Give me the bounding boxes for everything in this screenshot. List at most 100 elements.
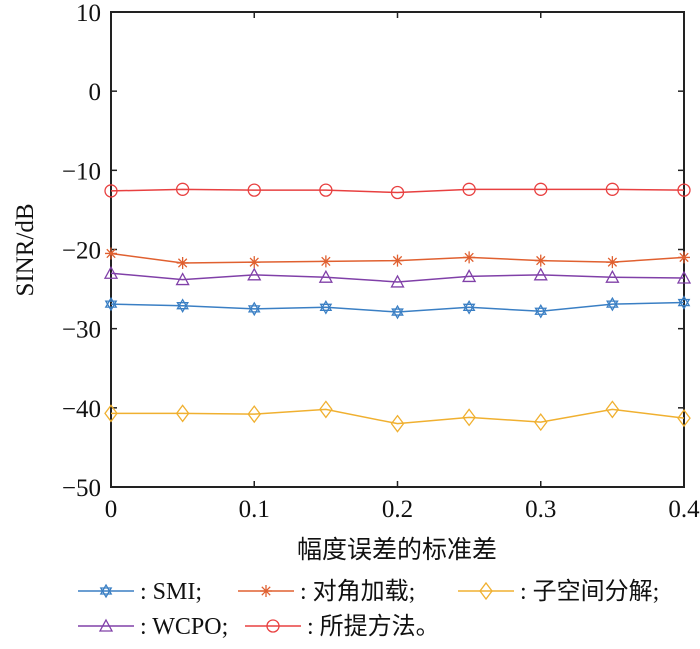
data-point bbox=[462, 299, 476, 315]
legend-item: : WCPO; bbox=[78, 614, 228, 640]
data-point bbox=[248, 256, 261, 269]
data-point bbox=[105, 247, 117, 260]
hexagram-part bbox=[606, 300, 619, 312]
data-point bbox=[533, 267, 548, 281]
series-2 bbox=[105, 247, 690, 269]
x-axis-label: 幅度误差的标准差 bbox=[297, 536, 497, 564]
data-point bbox=[319, 183, 333, 197]
legend-marker bbox=[99, 583, 113, 599]
data-point bbox=[534, 254, 547, 267]
data-point bbox=[676, 270, 692, 284]
hexagram-part bbox=[104, 300, 118, 312]
data-point bbox=[247, 301, 261, 317]
y-axis-label: SINR/dB bbox=[12, 203, 39, 296]
data-point bbox=[462, 182, 476, 196]
hexagram-part bbox=[319, 303, 333, 315]
data-point bbox=[391, 304, 404, 320]
data-point bbox=[247, 405, 262, 424]
y-tick-label: −10 bbox=[62, 158, 101, 185]
axes: 100−10−20−30−40−500 0.1 0.2 0.3 0.4 bbox=[62, 0, 700, 523]
x-tick-label: 0.1 bbox=[239, 496, 270, 523]
data-point bbox=[533, 413, 548, 432]
data-point bbox=[605, 269, 620, 283]
data-point bbox=[534, 182, 548, 196]
hexagram-part bbox=[176, 302, 189, 314]
series-4 bbox=[103, 265, 692, 288]
data-point bbox=[390, 414, 405, 433]
y-tick-label: 10 bbox=[76, 0, 101, 27]
data-point bbox=[677, 295, 691, 310]
data-point bbox=[318, 269, 333, 283]
data-point bbox=[104, 404, 118, 423]
hexagram-part bbox=[606, 296, 619, 308]
data-point bbox=[176, 256, 189, 269]
hexagram-part bbox=[534, 303, 548, 315]
legend-label: : 对角加载; bbox=[300, 578, 415, 605]
hexagram-part bbox=[176, 298, 189, 310]
data-point bbox=[104, 184, 118, 198]
legend-label: : WCPO; bbox=[140, 614, 228, 640]
legend-item: : SMI; bbox=[78, 579, 202, 605]
data-point bbox=[463, 251, 476, 264]
data-point bbox=[462, 408, 476, 427]
legend-marker bbox=[98, 618, 114, 632]
legend-marker bbox=[260, 585, 272, 597]
hexagram-part bbox=[677, 295, 691, 307]
hexagram-part bbox=[99, 587, 113, 599]
y-tick-label: 0 bbox=[89, 79, 102, 106]
data-point bbox=[605, 182, 620, 196]
hexagram-part bbox=[104, 296, 118, 308]
data-point bbox=[677, 409, 691, 428]
data-point bbox=[247, 267, 262, 281]
hexagram-part bbox=[391, 304, 404, 316]
x-tick-label: 0 bbox=[105, 496, 118, 523]
series-group bbox=[103, 182, 692, 433]
series-1 bbox=[104, 295, 691, 320]
data-point bbox=[390, 185, 405, 200]
data-point bbox=[606, 256, 619, 269]
data-point bbox=[175, 404, 190, 423]
y-tick-label: −30 bbox=[62, 317, 101, 344]
x-tick-label: 0.4 bbox=[668, 496, 700, 523]
series-3 bbox=[104, 400, 691, 433]
data-point bbox=[390, 274, 405, 288]
legend-marker bbox=[479, 581, 493, 601]
legend: : SMI; : 对角加载; : 子空间分解; : WCPO; : 所提方法。 bbox=[78, 578, 659, 640]
y-tick-label: −20 bbox=[62, 238, 101, 265]
data-point bbox=[391, 254, 404, 267]
hexagram-part bbox=[247, 305, 261, 317]
series-5 bbox=[104, 182, 691, 200]
hexagram-part bbox=[99, 583, 113, 595]
hexagram-part bbox=[247, 301, 261, 313]
data-point bbox=[247, 183, 261, 197]
data-point bbox=[319, 400, 333, 419]
series-line bbox=[111, 408, 685, 425]
legend-marker bbox=[266, 619, 280, 633]
data-point bbox=[175, 272, 190, 286]
data-point bbox=[462, 269, 477, 283]
data-point bbox=[175, 182, 190, 196]
legend-label: : 子空间分解; bbox=[520, 578, 659, 605]
series-line bbox=[110, 188, 685, 194]
data-point bbox=[677, 183, 691, 197]
series-line bbox=[110, 301, 685, 313]
hexagram-part bbox=[319, 299, 333, 311]
hexagram-part bbox=[391, 308, 404, 320]
legend-item: : 所提方法。 bbox=[245, 613, 440, 640]
data-point bbox=[605, 400, 620, 419]
legend-label: : SMI; bbox=[140, 579, 202, 605]
data-point bbox=[319, 299, 333, 315]
data-point bbox=[678, 251, 690, 264]
hexagram-part bbox=[534, 307, 548, 319]
legend-label: : 所提方法。 bbox=[307, 613, 440, 640]
data-point bbox=[606, 296, 619, 312]
legend-item: : 子空间分解; bbox=[458, 578, 659, 605]
hexagram-part bbox=[677, 298, 691, 310]
data-point bbox=[534, 303, 548, 319]
y-tick-label: −50 bbox=[62, 475, 101, 502]
hexagram-part bbox=[462, 303, 476, 315]
data-point bbox=[319, 255, 332, 268]
legend-item: : 对角加载; bbox=[238, 578, 415, 605]
y-tick-label: −40 bbox=[62, 396, 101, 423]
